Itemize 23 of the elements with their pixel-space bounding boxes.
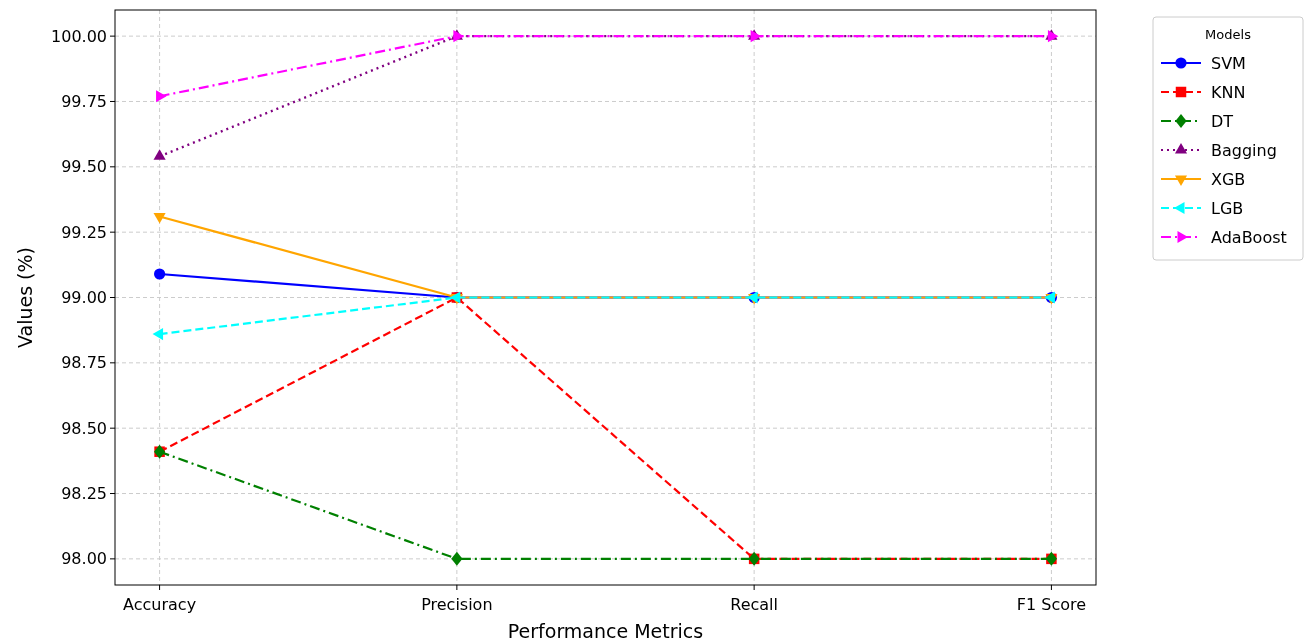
- legend-label: KNN: [1211, 82, 1246, 102]
- legend-label: AdaBoost: [1211, 227, 1287, 247]
- x-tick-label: Accuracy: [123, 595, 197, 614]
- legend-label: Bagging: [1211, 140, 1277, 160]
- x-tick-label: Precision: [421, 595, 493, 614]
- y-tick-label: 100.00: [51, 26, 107, 46]
- y-tick-label: 99.00: [61, 288, 107, 308]
- legend-label: LGB: [1211, 198, 1244, 218]
- legend-label: DT: [1211, 111, 1234, 131]
- y-tick-label: 98.75: [61, 353, 107, 373]
- legend-label: XGB: [1211, 169, 1246, 189]
- x-axis-title: Performance Metrics: [507, 620, 704, 642]
- y-tick-label: 99.75: [61, 92, 107, 112]
- legend-title: Models: [1205, 27, 1252, 42]
- y-tick-label: 98.50: [61, 418, 107, 438]
- legend-label: SVM: [1211, 53, 1246, 73]
- y-axis-title: Values (%): [14, 247, 36, 348]
- y-tick-label: 99.50: [61, 157, 107, 177]
- x-tick-label: F1 Score: [1016, 595, 1087, 614]
- y-tick-label: 99.25: [61, 222, 107, 242]
- y-tick-label: 98.00: [61, 549, 107, 569]
- x-tick-label: Recall: [730, 595, 778, 614]
- y-tick-label: 98.25: [61, 484, 107, 504]
